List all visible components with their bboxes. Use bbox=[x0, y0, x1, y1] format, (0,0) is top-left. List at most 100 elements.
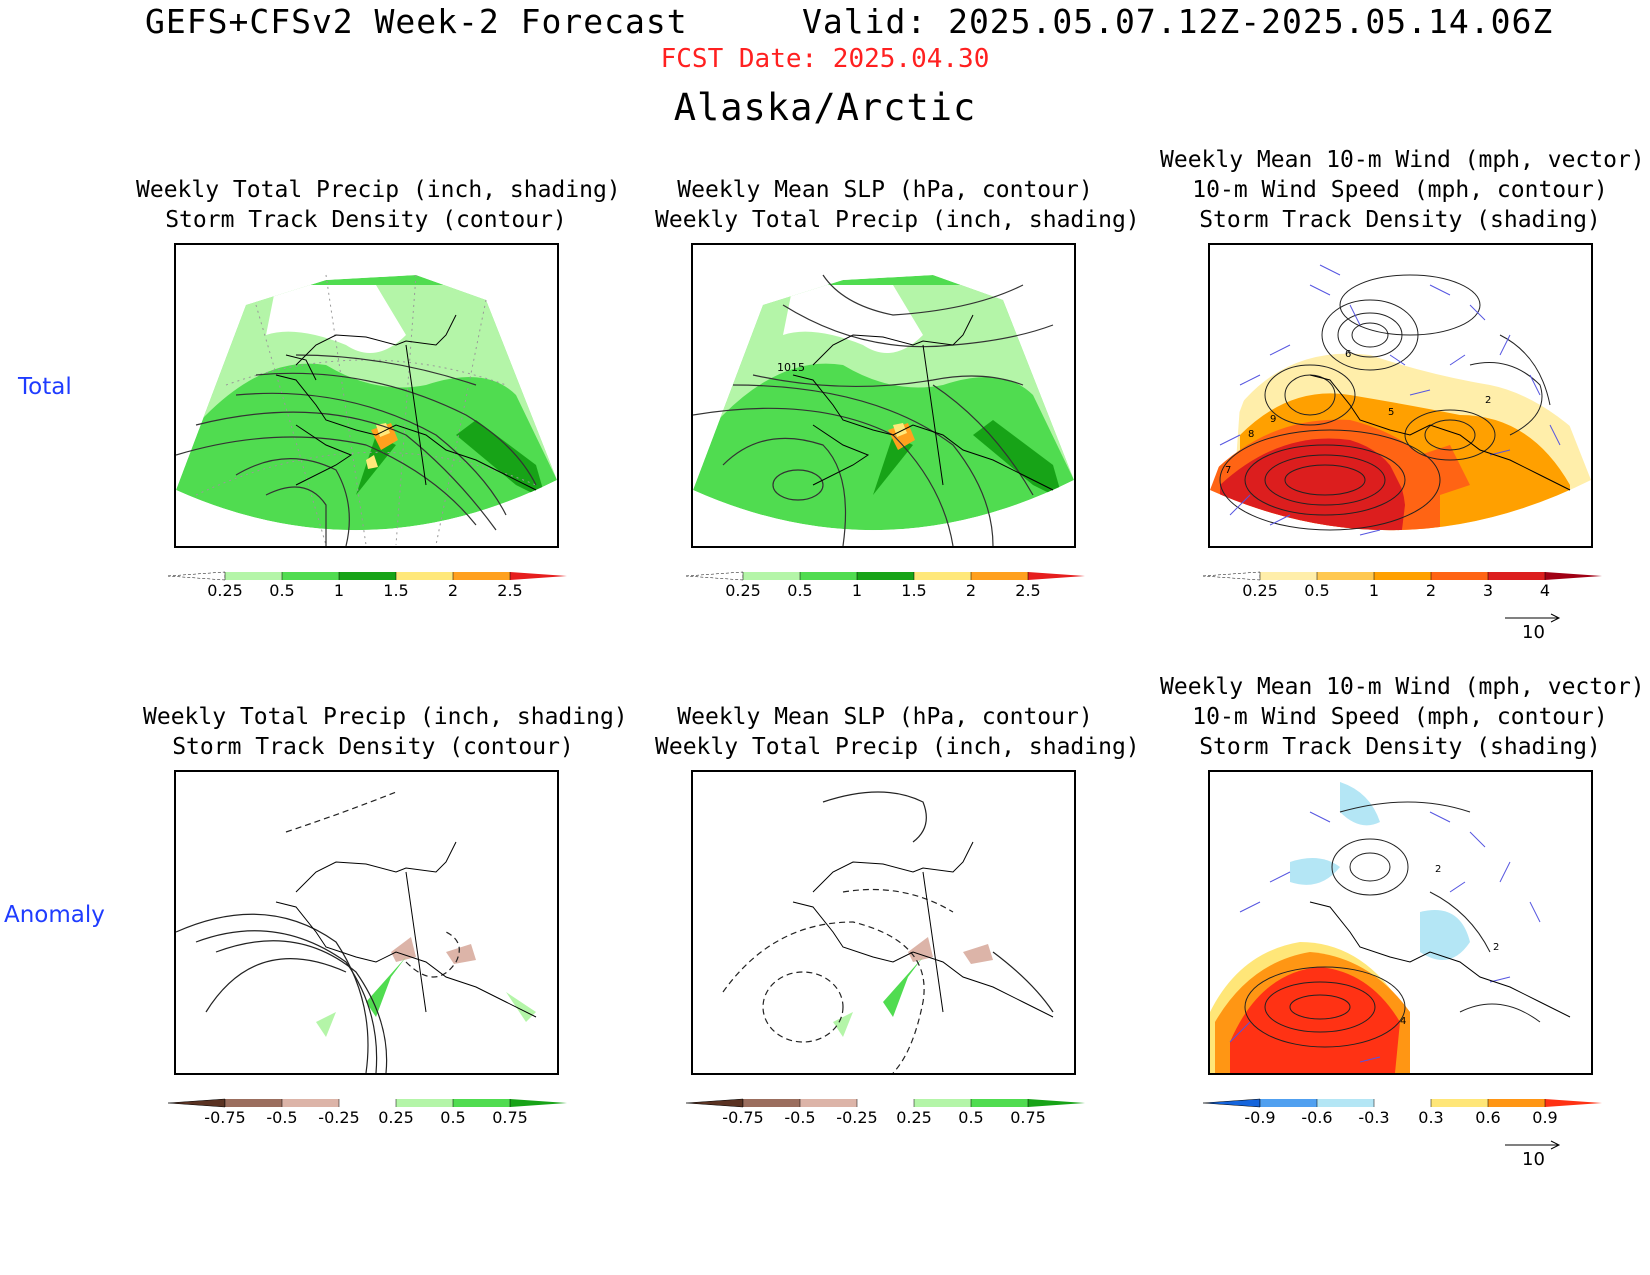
colorbar-swatch bbox=[1431, 572, 1488, 580]
reference-vector-arrow bbox=[1505, 1136, 1563, 1150]
panel-4-title: Weekly Total Precip (inch, shading) Stor… bbox=[143, 702, 628, 762]
colorbar-swatch bbox=[914, 1099, 971, 1107]
panel-4-title-line2: Storm Track Density (contour) bbox=[172, 734, 574, 760]
colorbar-label: -0.3 bbox=[1358, 1108, 1390, 1127]
colorbar-swatch bbox=[1203, 571, 1261, 581]
colorbar-label: 2 bbox=[1425, 581, 1437, 600]
colorbar-swatch bbox=[1431, 1099, 1488, 1107]
row-label-anomaly: Anomaly bbox=[4, 902, 105, 928]
colorbar-swatch bbox=[453, 572, 510, 580]
colorbar-swatch bbox=[743, 1099, 800, 1107]
map-total-wind: 6 9 8 7 5 2 bbox=[1208, 243, 1593, 548]
colorbar-swatch bbox=[1317, 1099, 1374, 1107]
panel-6-title-line2: 10-m Wind Speed (mph, contour) bbox=[1192, 704, 1608, 730]
panel-6-title: Weekly Mean 10-m Wind (mph, vector) 10-m… bbox=[1160, 672, 1645, 762]
p3-contour-label: 8 bbox=[1248, 429, 1254, 440]
colorbar-label: -0.6 bbox=[1301, 1108, 1333, 1127]
colorbar-label: 4 bbox=[1539, 581, 1551, 600]
p6-contour-label: 4 bbox=[1400, 1016, 1406, 1027]
colorbar-label: 0.9 bbox=[1532, 1108, 1558, 1127]
map-total-precip bbox=[174, 243, 559, 548]
colorbar-label: 0.5 bbox=[1304, 581, 1330, 600]
panel-3-title-line2: 10-m Wind Speed (mph, contour) bbox=[1192, 177, 1608, 203]
title-right: Valid: 2025.05.07.12Z-2025.05.14.06Z bbox=[802, 2, 1554, 41]
panel-5-title-line1: Weekly Mean SLP (hPa, contour) bbox=[677, 704, 1093, 730]
colorbar-swatch bbox=[857, 1099, 914, 1107]
reference-vector-label: 10 bbox=[1522, 1149, 1545, 1170]
colorbar-label: -0.75 bbox=[204, 1108, 246, 1127]
colorbar-label: 0.25 bbox=[1242, 581, 1278, 600]
colorbar-swatch bbox=[1203, 1098, 1261, 1108]
colorbar-swatch bbox=[282, 1099, 339, 1107]
colorbar-label: 0.6 bbox=[1475, 1108, 1501, 1127]
p3-contour-label: 7 bbox=[1225, 465, 1231, 476]
colorbar-label: 1 bbox=[1368, 581, 1380, 600]
colorbar-label: 0.5 bbox=[787, 581, 813, 600]
colorbar-label: 1.5 bbox=[383, 581, 409, 600]
colorbar-label: 2.5 bbox=[1015, 581, 1041, 600]
colorbar-label: 2 bbox=[965, 581, 977, 600]
colorbar-swatch bbox=[971, 572, 1028, 580]
colorbar-swatch bbox=[1260, 572, 1317, 580]
colorbar-swatch bbox=[453, 1099, 510, 1107]
colorbar-swatch bbox=[800, 572, 857, 580]
colorbar-label: -0.9 bbox=[1244, 1108, 1276, 1127]
colorbar-label: 0.75 bbox=[492, 1108, 528, 1127]
colorbar-label: 3 bbox=[1482, 581, 1494, 600]
reference-vector-label: 10 bbox=[1522, 622, 1545, 643]
colorbar-label: 1 bbox=[333, 581, 345, 600]
colorbar-label: 0.25 bbox=[378, 1108, 414, 1127]
colorbar-swatch bbox=[1488, 572, 1545, 580]
colorbar-precip-total-2: 0.25 0.5 1 1.5 2 2.5 bbox=[686, 570, 1086, 600]
colorbar-swatch bbox=[1545, 1099, 1602, 1107]
colorbar-label: -0.25 bbox=[836, 1108, 878, 1127]
colorbar-label: 2.5 bbox=[497, 581, 523, 600]
panel-5-title-line2: Weekly Total Precip (inch, shading) bbox=[655, 734, 1140, 760]
colorbar-precip-total: 0.25 0.5 1 1.5 2 2.5 bbox=[168, 570, 568, 600]
colorbar-swatch bbox=[396, 1099, 453, 1107]
panel-6-title-line3: Storm Track Density (shading) bbox=[1199, 734, 1601, 760]
panel-3-title: Weekly Mean 10-m Wind (mph, vector) 10-m… bbox=[1160, 145, 1645, 235]
colorbar-swatch bbox=[1374, 1099, 1431, 1107]
colorbar-swatch bbox=[282, 572, 339, 580]
colorbar-swatches bbox=[168, 1098, 567, 1108]
colorbar-swatch bbox=[339, 1099, 396, 1107]
p3-contour-label: 2 bbox=[1485, 395, 1491, 406]
colorbar-swatch bbox=[1488, 1099, 1545, 1107]
colorbar-swatch bbox=[510, 572, 567, 580]
colorbar-precip-anom: -0.75 -0.5 -0.25 0.25 0.5 0.75 bbox=[168, 1097, 568, 1127]
map-total-slp: 1015 bbox=[691, 243, 1076, 548]
colorbar-swatch bbox=[1028, 572, 1085, 580]
colorbar-swatch bbox=[396, 572, 453, 580]
p3-contour-label: 9 bbox=[1270, 414, 1276, 425]
row-label-total: Total bbox=[18, 374, 72, 400]
colorbar-label: 0.5 bbox=[269, 581, 295, 600]
colorbar-swatch bbox=[857, 572, 914, 580]
colorbar-swatch bbox=[225, 1099, 282, 1107]
colorbar-label: 2 bbox=[447, 581, 459, 600]
colorbar-swatches bbox=[1203, 1098, 1602, 1108]
panel-2-title: Weekly Mean SLP (hPa, contour) Weekly To… bbox=[655, 175, 1140, 235]
colorbar-label: 1.5 bbox=[901, 581, 927, 600]
colorbar-density-anom: -0.9 -0.6 -0.3 0.3 0.6 0.9 bbox=[1203, 1097, 1603, 1127]
colorbar-label: -0.5 bbox=[266, 1108, 298, 1127]
colorbar-swatch bbox=[225, 572, 282, 580]
panel-6-title-line1: Weekly Mean 10-m Wind (mph, vector) bbox=[1160, 674, 1645, 700]
colorbar-swatch bbox=[800, 1099, 857, 1107]
colorbar-swatches bbox=[686, 1098, 1085, 1108]
colorbar-swatch bbox=[686, 1098, 744, 1108]
p3-contour-label: 6 bbox=[1345, 349, 1351, 360]
panel-3-title-line3: Storm Track Density (shading) bbox=[1199, 207, 1601, 233]
panel-5-title: Weekly Mean SLP (hPa, contour) Weekly To… bbox=[655, 702, 1140, 762]
map-anom-slp bbox=[691, 770, 1076, 1075]
panel-2-title-line1: Weekly Mean SLP (hPa, contour) bbox=[677, 177, 1093, 203]
p3-contour-label: 5 bbox=[1388, 407, 1394, 418]
colorbar-swatch bbox=[743, 572, 800, 580]
colorbar-precip-anom-2: -0.75 -0.5 -0.25 0.25 0.5 0.75 bbox=[686, 1097, 1086, 1127]
panel-1-title-line1: Weekly Total Precip (inch, shading) bbox=[136, 177, 621, 203]
colorbar-swatches bbox=[168, 571, 567, 581]
colorbar-label: 0.3 bbox=[1418, 1108, 1444, 1127]
fcst-date: FCST Date: 2025.04.30 bbox=[660, 44, 990, 74]
colorbar-label: -0.5 bbox=[784, 1108, 816, 1127]
colorbar-label: 0.25 bbox=[725, 581, 761, 600]
